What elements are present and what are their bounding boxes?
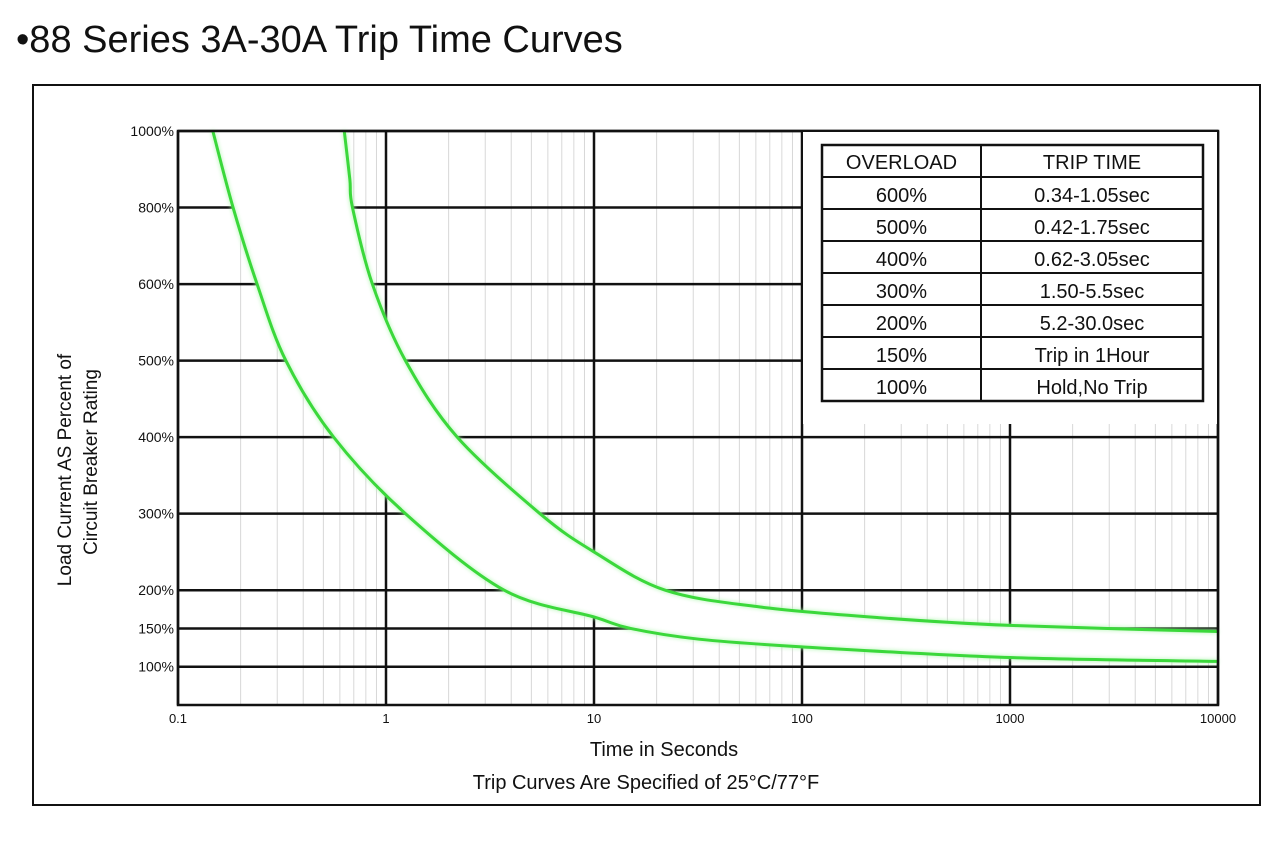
table-cell: 0.42-1.75sec	[1034, 217, 1150, 239]
table-cell: 600%	[876, 185, 927, 207]
y-tick-label: 300%	[138, 506, 174, 522]
chart-note: Trip Curves Are Specified of 25°C/77°F	[473, 772, 820, 794]
table-header: TRIP TIME	[1043, 152, 1141, 174]
plot-border	[176, 129, 1220, 707]
table-cell: 0.34-1.05sec	[1034, 185, 1150, 207]
table-cell: Hold,No Trip	[1036, 377, 1147, 399]
table-cell: 5.2-30.0sec	[1040, 313, 1145, 335]
table-cell: 1.50-5.5sec	[1040, 281, 1145, 303]
x-tick-label: 100	[791, 711, 813, 726]
y-tick-label: 500%	[138, 353, 174, 369]
x-axis-label: Time in Seconds	[590, 739, 738, 761]
y-axis-label: Circuit Breaker Rating	[81, 369, 102, 555]
y-tick-label: 150%	[138, 620, 174, 636]
table-cell: 100%	[876, 377, 927, 399]
table-cell: 200%	[876, 313, 927, 335]
table-cell: 0.62-3.05sec	[1034, 249, 1150, 271]
table-cell: Trip in 1Hour	[1035, 345, 1150, 367]
y-tick-label: 200%	[138, 582, 174, 598]
x-tick-label: 1	[382, 711, 389, 726]
x-tick-label: 0.1	[169, 711, 187, 726]
trip-curve	[211, 130, 1219, 663]
x-tick-label: 1000	[996, 711, 1025, 726]
table-header: OVERLOAD	[846, 152, 957, 174]
x-tick-label: 10000	[1200, 711, 1236, 726]
table-cell: 500%	[876, 217, 927, 239]
y-axis-label: Load Current AS Percent of	[55, 353, 76, 586]
y-tick-label: 1000%	[130, 123, 174, 139]
table-cell: 400%	[876, 249, 927, 271]
x-tick-label: 10	[587, 711, 601, 726]
trip-band	[212, 131, 1218, 662]
chart-title: •88 Series 3A-30A Trip Time Curves	[16, 19, 623, 61]
table-cell: 150%	[876, 345, 927, 367]
table-cell: 300%	[876, 281, 927, 303]
y-tick-label: 100%	[138, 659, 174, 675]
y-tick-label: 400%	[138, 429, 174, 445]
trip-curve	[342, 130, 1219, 634]
y-tick-label: 600%	[138, 276, 174, 292]
y-tick-label: 800%	[138, 200, 174, 216]
